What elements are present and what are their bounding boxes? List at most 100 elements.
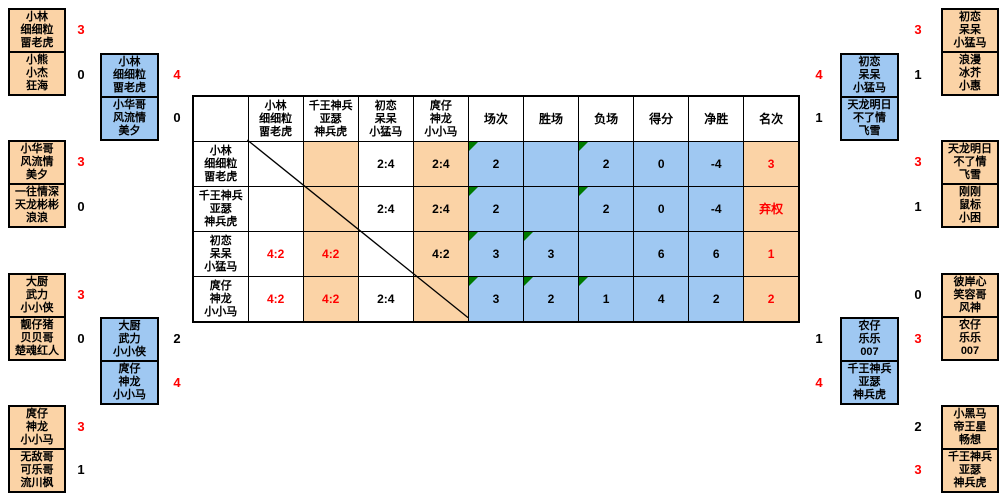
matrix-cell[interactable] <box>412 276 469 323</box>
matrix-cell[interactable]: 4:2 <box>412 231 469 277</box>
match-score: 3 <box>77 419 85 434</box>
matrix-cell[interactable]: 4:2 <box>247 231 304 277</box>
match-pair[interactable]: 农仔 乐乐 007 千王神兵 亚瑟 神兵虎 <box>840 317 899 405</box>
row-header-team: 庹仔 神龙 小小马 <box>192 276 249 323</box>
stat-cell-matches[interactable]: 3 <box>467 276 524 323</box>
rank-cell[interactable]: 3 <box>743 141 800 187</box>
stat-cell-net-wins[interactable]: 6 <box>688 231 745 277</box>
stat-cell-points[interactable]: 0 <box>633 186 690 232</box>
stat-cell-losses[interactable]: 2 <box>578 141 635 187</box>
stat-cell-matches[interactable]: 3 <box>467 231 524 277</box>
corner-cell <box>192 95 249 142</box>
match-score: 1 <box>815 110 823 125</box>
matrix-cell[interactable]: 4:2 <box>302 231 359 277</box>
stat-cell-losses[interactable] <box>578 231 635 277</box>
team-name: 浪漫 冰芥 小惠 <box>943 51 997 94</box>
match-score: 1 <box>914 67 922 82</box>
match-pair[interactable]: 小黑马 帝王星 畅想 千王神兵 亚瑟 神兵虎 <box>941 405 999 493</box>
rank-cell-forfeit[interactable]: 弃权 <box>743 186 800 232</box>
column-header-net-wins: 净胜 <box>688 95 745 142</box>
matrix-cell[interactable]: 2:4 <box>357 276 414 323</box>
match-pair[interactable]: 初恋 呆呆 小猛马 浪漫 冰芥 小惠 <box>941 8 999 96</box>
stat-cell-wins[interactable] <box>522 186 580 232</box>
stat-cell-wins[interactable] <box>522 141 580 187</box>
team-name: 彼岸心 笑容哥 风神 <box>953 276 987 314</box>
stat-cell-net-wins[interactable]: -4 <box>688 186 745 232</box>
rank-cell[interactable]: 1 <box>743 231 800 277</box>
column-header-team: 千王神兵 亚瑟 神兵虎 <box>302 95 359 142</box>
match-score: 4 <box>815 67 823 82</box>
team-name: 小熊 小杰 狂海 <box>10 51 64 94</box>
match-score: 4 <box>173 67 181 82</box>
match-score: 3 <box>77 287 85 302</box>
match-score: 3 <box>77 22 85 37</box>
header-row: 小林 细细粒 畱老虎 千王神兵 亚瑟 神兵虎 初恋 呆呆 小猛马 庹仔 神龙 小… <box>192 95 800 142</box>
matrix-cell[interactable]: 4:2 <box>302 276 359 323</box>
match-score: 0 <box>173 110 181 125</box>
column-header-rank: 名次 <box>743 95 800 142</box>
matrix-cell[interactable]: 2:4 <box>357 186 414 232</box>
match-score: 3 <box>914 154 922 169</box>
matrix-cell[interactable]: 2:4 <box>412 141 469 187</box>
team-name: 大厨 武力 小小侠 <box>113 320 146 358</box>
match-score: 2 <box>173 331 181 346</box>
match-score: 1 <box>914 199 922 214</box>
stat-cell-wins[interactable]: 2 <box>522 276 580 323</box>
table-row: 庹仔 神龙 小小马 4:2 4:2 2:4 3 2 1 4 2 2 <box>192 276 800 323</box>
match-score: 3 <box>914 462 922 477</box>
matrix-cell[interactable]: 2:4 <box>412 186 469 232</box>
match-score: 0 <box>914 287 922 302</box>
stat-cell-points[interactable]: 4 <box>633 276 690 323</box>
stat-cell-points[interactable]: 0 <box>633 141 690 187</box>
match-score: 0 <box>77 331 85 346</box>
team-name: 千王神兵 亚瑟 神兵虎 <box>842 360 897 403</box>
stat-cell-net-wins[interactable]: 2 <box>688 276 745 323</box>
stat-cell-matches[interactable]: 2 <box>467 141 524 187</box>
match-pair[interactable]: 小林 细细粒 畱老虎 小华哥 风流情 美夕 <box>100 53 159 141</box>
matrix-cell[interactable]: 2:4 <box>357 141 414 187</box>
match-pair[interactable]: 小华哥 风流情 美夕 一往情深 天龙彬彬 浪浪 <box>8 140 66 228</box>
team-name: 小华哥 风流情 美夕 <box>20 143 54 181</box>
team-name: 千王神兵 亚瑟 神兵虎 <box>943 448 997 491</box>
stat-cell-matches[interactable]: 2 <box>467 186 524 232</box>
column-header-points: 得分 <box>633 95 690 142</box>
match-score: 1 <box>815 331 823 346</box>
match-score: 1 <box>77 462 85 477</box>
team-name: 大厨 武力 小小侠 <box>20 276 54 314</box>
matrix-cell[interactable] <box>247 141 304 187</box>
match-score: 4 <box>173 375 181 390</box>
stat-cell-points[interactable]: 6 <box>633 231 690 277</box>
match-pair[interactable]: 初恋 呆呆 小猛马 天龙明日 不了情 飞雪 <box>840 53 899 141</box>
rank-cell[interactable]: 2 <box>743 276 800 323</box>
table-row: 小林 细细粒 畱老虎 2:4 2:4 2 2 0 -4 3 <box>192 141 800 187</box>
column-header-matches: 场次 <box>467 95 524 142</box>
matrix-cell[interactable] <box>302 186 359 232</box>
match-pair[interactable]: 庹仔 神龙 小小马 无敌哥 可乐哥 流川枫 <box>8 405 66 493</box>
row-header-team: 初恋 呆呆 小猛马 <box>192 231 249 277</box>
team-name: 天龙明日 不了情 飞雪 <box>842 96 897 139</box>
match-score: 3 <box>914 331 922 346</box>
team-name: 初恋 呆呆 小猛马 <box>853 56 886 94</box>
match-pair[interactable]: 大厨 武力 小小侠 靓仔猪 贝贝哥 楚魂红人 <box>8 273 66 361</box>
match-pair[interactable]: 小林 细细粒 畱老虎 小熊 小杰 狂海 <box>8 8 66 96</box>
stat-cell-net-wins[interactable]: -4 <box>688 141 745 187</box>
column-header-team: 庹仔 神龙 小小马 <box>412 95 469 142</box>
match-pair[interactable]: 大厨 武力 小小侠 庹仔 神龙 小小马 <box>100 317 159 405</box>
match-pair[interactable]: 彼岸心 笑容哥 风神 农仔 乐乐 007 <box>941 273 999 361</box>
stat-cell-losses[interactable]: 2 <box>578 186 635 232</box>
match-score: 0 <box>77 67 85 82</box>
match-pair[interactable]: 天龙明日 不了情 飞雪 刚刚 鼠标 小困 <box>941 140 999 228</box>
table-row: 千王神兵 亚瑟 神兵虎 2:4 2:4 2 2 0 -4 弃权 <box>192 186 800 232</box>
match-score: 0 <box>77 199 85 214</box>
stat-cell-losses[interactable]: 1 <box>578 276 635 323</box>
row-header-team: 千王神兵 亚瑟 神兵虎 <box>192 186 249 232</box>
column-header-team: 小林 细细粒 畱老虎 <box>247 95 304 142</box>
stat-cell-wins[interactable]: 3 <box>522 231 580 277</box>
team-name: 小黑马 帝王星 畅想 <box>953 408 987 446</box>
team-name: 庹仔 神龙 小小马 <box>102 360 157 403</box>
matrix-cell[interactable]: 4:2 <box>247 276 304 323</box>
matrix-cell[interactable] <box>302 141 359 187</box>
matrix-cell[interactable] <box>247 186 304 232</box>
matrix-cell[interactable] <box>357 231 414 277</box>
